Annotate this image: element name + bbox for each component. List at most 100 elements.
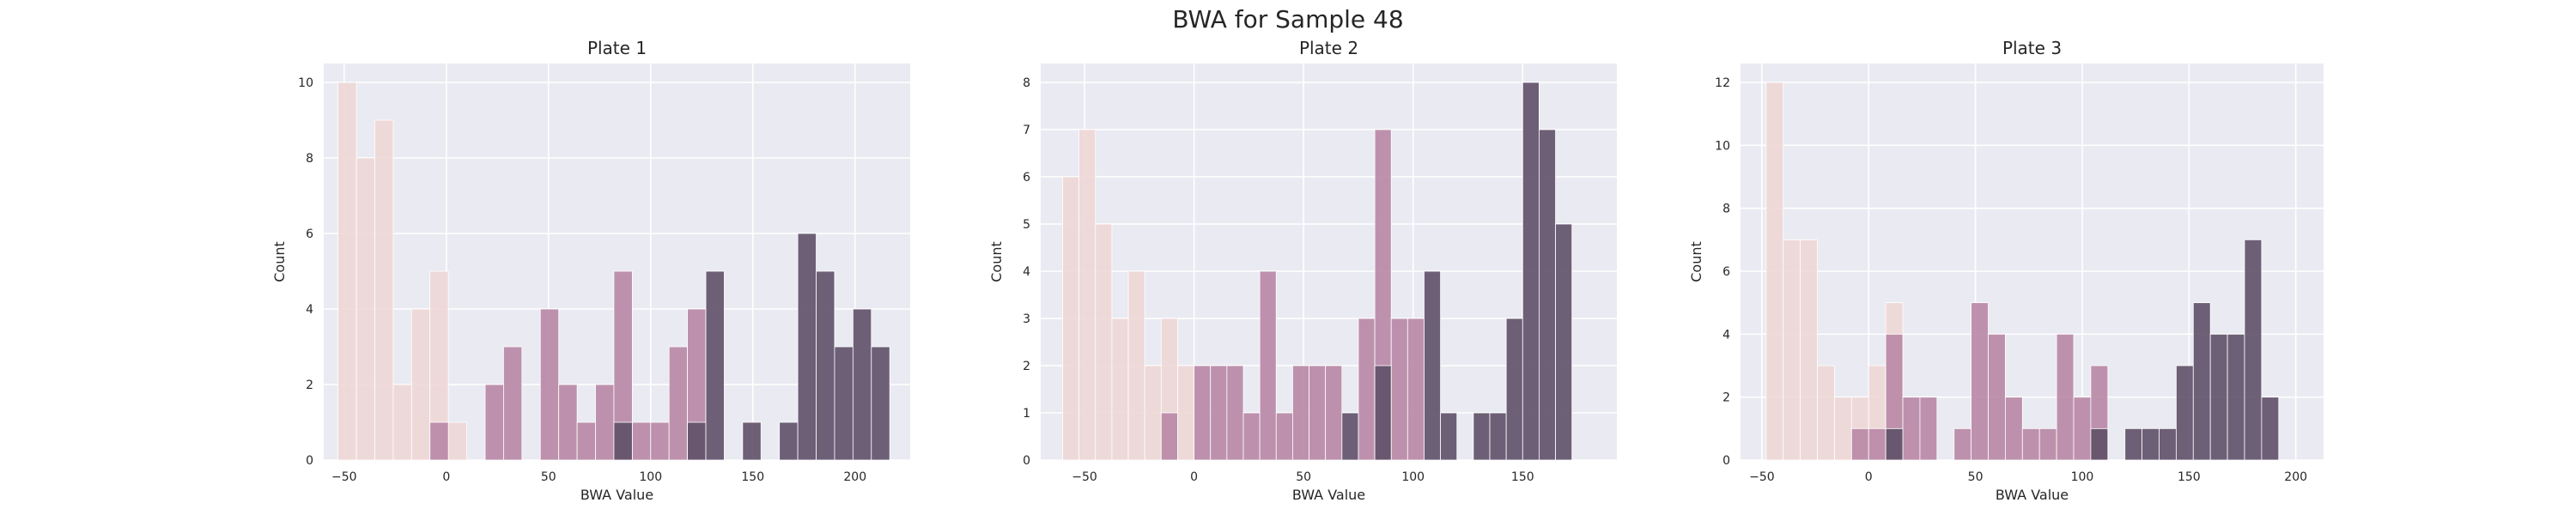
histogram-bar [503, 346, 523, 461]
y-tick-label: 2 [306, 379, 313, 392]
histogram-bar [2175, 365, 2194, 461]
histogram-bar [834, 346, 854, 461]
histogram-bar [1309, 365, 1327, 461]
histogram-bar [1505, 318, 1523, 461]
histogram-bar [1473, 412, 1491, 461]
histogram-bar [1095, 223, 1113, 461]
x-tick-label: 0 [442, 470, 450, 484]
x-axis-label: BWA Value [1996, 487, 2069, 503]
histogram-bar [742, 421, 762, 461]
histogram-bar [337, 82, 357, 461]
histogram-bar [1275, 412, 1293, 461]
histogram-bar [1522, 82, 1540, 461]
y-tick-label: 2 [1722, 391, 1730, 405]
histogram-bar [871, 346, 890, 461]
histogram-bar [1078, 129, 1097, 461]
histogram-bar [2090, 427, 2109, 461]
histogram-bar [1160, 412, 1178, 461]
histogram-bar [1834, 397, 1852, 461]
y-tick-label: 7 [1023, 124, 1030, 137]
histogram-bar [484, 384, 504, 461]
y-tick-label: 0 [1722, 454, 1730, 468]
histogram-bar [668, 346, 689, 461]
x-tick-label: 0 [1865, 470, 1873, 484]
y-tick-label: 8 [1023, 76, 1030, 90]
y-axis-label: Count [988, 241, 1005, 282]
y-tick-label: 0 [1023, 454, 1030, 468]
plate-2-panel: −50 0 50 100 150 0 1 2 3 4 5 6 7 8 Plate 2 BWA Value Cou… [988, 38, 1617, 503]
histogram-bar [1953, 427, 1972, 461]
histogram-bar [1144, 365, 1162, 461]
y-tick-label: 6 [1023, 171, 1030, 185]
histogram-bar [410, 308, 431, 461]
histogram-bar [2227, 333, 2245, 461]
histogram-bar [1868, 427, 1886, 461]
histogram-bar [2142, 427, 2160, 461]
histogram-bar [2261, 397, 2280, 461]
histogram-bar [1902, 397, 1921, 461]
x-tick-label: 100 [2071, 470, 2094, 484]
histogram-bar [539, 308, 560, 461]
y-tick-label: 3 [1023, 312, 1030, 326]
panel-title: Plate 2 [1299, 38, 1358, 58]
y-axis-label: Count [271, 241, 288, 282]
histogram-bar [1783, 239, 1801, 461]
histogram-bar [355, 157, 375, 461]
panel-title: Plate 1 [587, 38, 647, 58]
histogram-bar [1325, 365, 1343, 461]
y-tick-label: 2 [1023, 360, 1030, 373]
x-tick-label: 0 [1190, 470, 1198, 484]
x-tick-label: 100 [639, 470, 662, 484]
histogram-bar [2209, 333, 2228, 461]
y-tick-label: 8 [306, 152, 313, 166]
histogram-bar [1406, 318, 1425, 461]
histogram-bar [1062, 176, 1080, 461]
y-tick-label: 6 [1722, 265, 1730, 279]
histogram-bar [1242, 412, 1261, 461]
histogram-bar [576, 421, 596, 461]
histogram-bar [1177, 365, 1194, 461]
y-tick-label: 8 [1722, 203, 1730, 216]
histogram-bar [1259, 270, 1277, 461]
histogram-bar [1971, 302, 1989, 461]
histogram-bar [1988, 333, 2006, 461]
histogram-bar [429, 421, 449, 461]
histogram-bar [595, 384, 615, 461]
histogram-bar [558, 384, 578, 461]
histogram-bar [797, 233, 817, 461]
histogram-bar [1194, 365, 1212, 461]
histogram-bar [650, 421, 670, 461]
histogram-bar [1817, 365, 1835, 461]
histogram-bar [2021, 427, 2040, 461]
histogram-bar [816, 270, 835, 461]
x-tick-label: 150 [1511, 470, 1534, 484]
histogram-bar [1374, 365, 1392, 461]
x-tick-label: 50 [1968, 470, 1984, 484]
histogram-bar [1390, 318, 1408, 461]
histogram-bar [1800, 239, 1818, 461]
histogram-bar [2192, 302, 2211, 461]
histogram-bar [1111, 318, 1129, 461]
histogram-bar [1424, 270, 1442, 461]
y-tick-label: 4 [1023, 265, 1030, 279]
x-tick-label: −50 [1749, 470, 1775, 484]
x-tick-label: 100 [1401, 470, 1425, 484]
histogram-bar [1885, 427, 1904, 461]
panel-title: Plate 3 [2002, 38, 2062, 58]
histogram-bar [374, 119, 394, 461]
histogram-bar [2073, 397, 2092, 461]
x-tick-label: 50 [1296, 470, 1311, 484]
histogram-bar [1127, 270, 1145, 461]
histogram-bar [1440, 412, 1458, 461]
x-tick-label: 150 [2178, 470, 2201, 484]
x-tick-label: −50 [1072, 470, 1097, 484]
histogram-bar [1226, 365, 1244, 461]
plate-1-panel: −50 0 50 100 150 200 0 2 4 6 8 10 Plate 1 BWA Value Co… [271, 38, 910, 503]
y-tick-label: 0 [306, 454, 313, 468]
histogram-bar [2038, 427, 2057, 461]
x-axis-label: BWA Value [580, 487, 653, 503]
histogram-bar [1292, 365, 1309, 461]
y-tick-label: 5 [1023, 218, 1030, 232]
y-tick-label: 4 [306, 303, 313, 317]
y-tick-label: 10 [1715, 139, 1730, 153]
